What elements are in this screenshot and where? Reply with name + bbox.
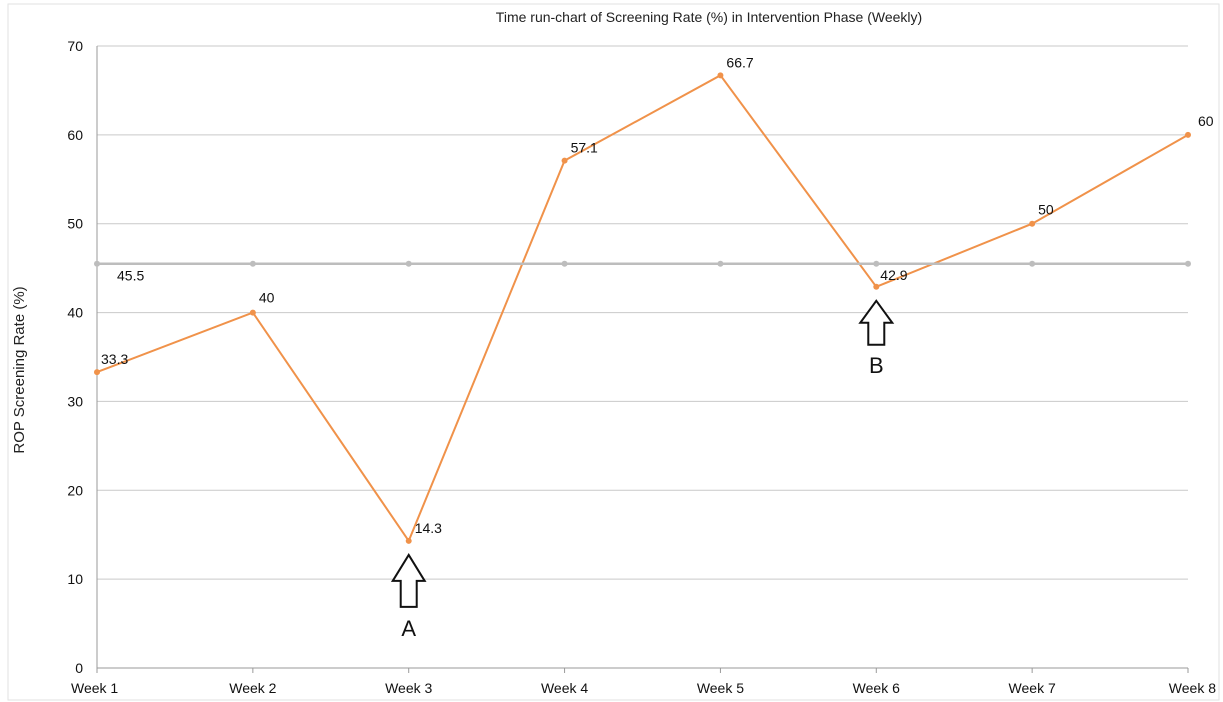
y-tick-label: 30 (67, 393, 83, 409)
data-label: 33.3 (101, 351, 128, 367)
data-point (1185, 131, 1191, 138)
x-tick-label: Week 1 (71, 680, 118, 696)
data-label: 14.3 (415, 520, 442, 536)
y-tick-label: 40 (67, 305, 83, 321)
x-tick-label: Week 2 (229, 680, 276, 696)
y-tick-label: 60 (67, 127, 83, 143)
x-tick-label: Week 8 (1169, 680, 1216, 696)
mean-point (94, 260, 100, 267)
mean-point (1185, 260, 1191, 267)
mean-point (405, 260, 412, 267)
y-tick-label: 0 (75, 660, 83, 676)
data-label: 57.1 (571, 140, 598, 156)
x-tick-label: Week 5 (697, 680, 744, 696)
annotations: AB (390, 299, 895, 641)
x-tick-label: Week 4 (541, 680, 588, 696)
data-labels: 33.3 40 14.3 57.1 66.7 42.9 50 60 45.5 (101, 54, 1214, 536)
axes (96, 46, 1189, 673)
y-ticks: 0 10 20 30 40 50 60 70 (67, 38, 83, 676)
y-tick-label: 20 (67, 482, 83, 498)
data-point (873, 283, 880, 290)
data-label: 50 (1038, 202, 1054, 218)
chart-border (7, 3, 1220, 701)
annotation-arrow-a (390, 553, 427, 608)
y-tick-label: 70 (67, 38, 83, 54)
mean-point (717, 260, 724, 267)
data-point (1029, 220, 1036, 227)
data-label: 40 (259, 290, 275, 306)
gridlines (97, 45, 1188, 580)
data-point (561, 157, 568, 164)
data-label: 60 (1198, 113, 1214, 129)
data-point (717, 72, 724, 79)
annotation-arrow-b (858, 299, 895, 346)
data-point (94, 369, 100, 376)
chart-title: Time run-chart of Screening Rate (%) in … (496, 9, 922, 25)
data-point (405, 537, 412, 544)
y-tick-label: 50 (67, 216, 83, 232)
x-tick-label: Week 3 (385, 680, 432, 696)
x-tick-label: Week 6 (853, 680, 900, 696)
mean-label: 45.5 (117, 268, 144, 284)
x-ticks: Week 1 Week 2 Week 3 Week 4 Week 5 Week 6 Week… (71, 680, 1216, 696)
data-label: 66.7 (726, 54, 753, 70)
series-line-rate (96, 74, 1189, 544)
mean-point (561, 260, 568, 267)
annotation-label-b: B (869, 353, 884, 378)
mean-point (249, 260, 256, 267)
mean-point (873, 260, 880, 267)
y-axis-label: ROP Screening Rate (%) (11, 286, 28, 453)
data-point (249, 309, 256, 316)
annotation-label-a: A (401, 616, 416, 641)
series-layer (94, 72, 1191, 544)
mean-point (1029, 260, 1036, 267)
data-label: 42.9 (880, 267, 907, 283)
y-tick-label: 10 (67, 571, 83, 587)
x-tick-label: Week 7 (1009, 680, 1056, 696)
